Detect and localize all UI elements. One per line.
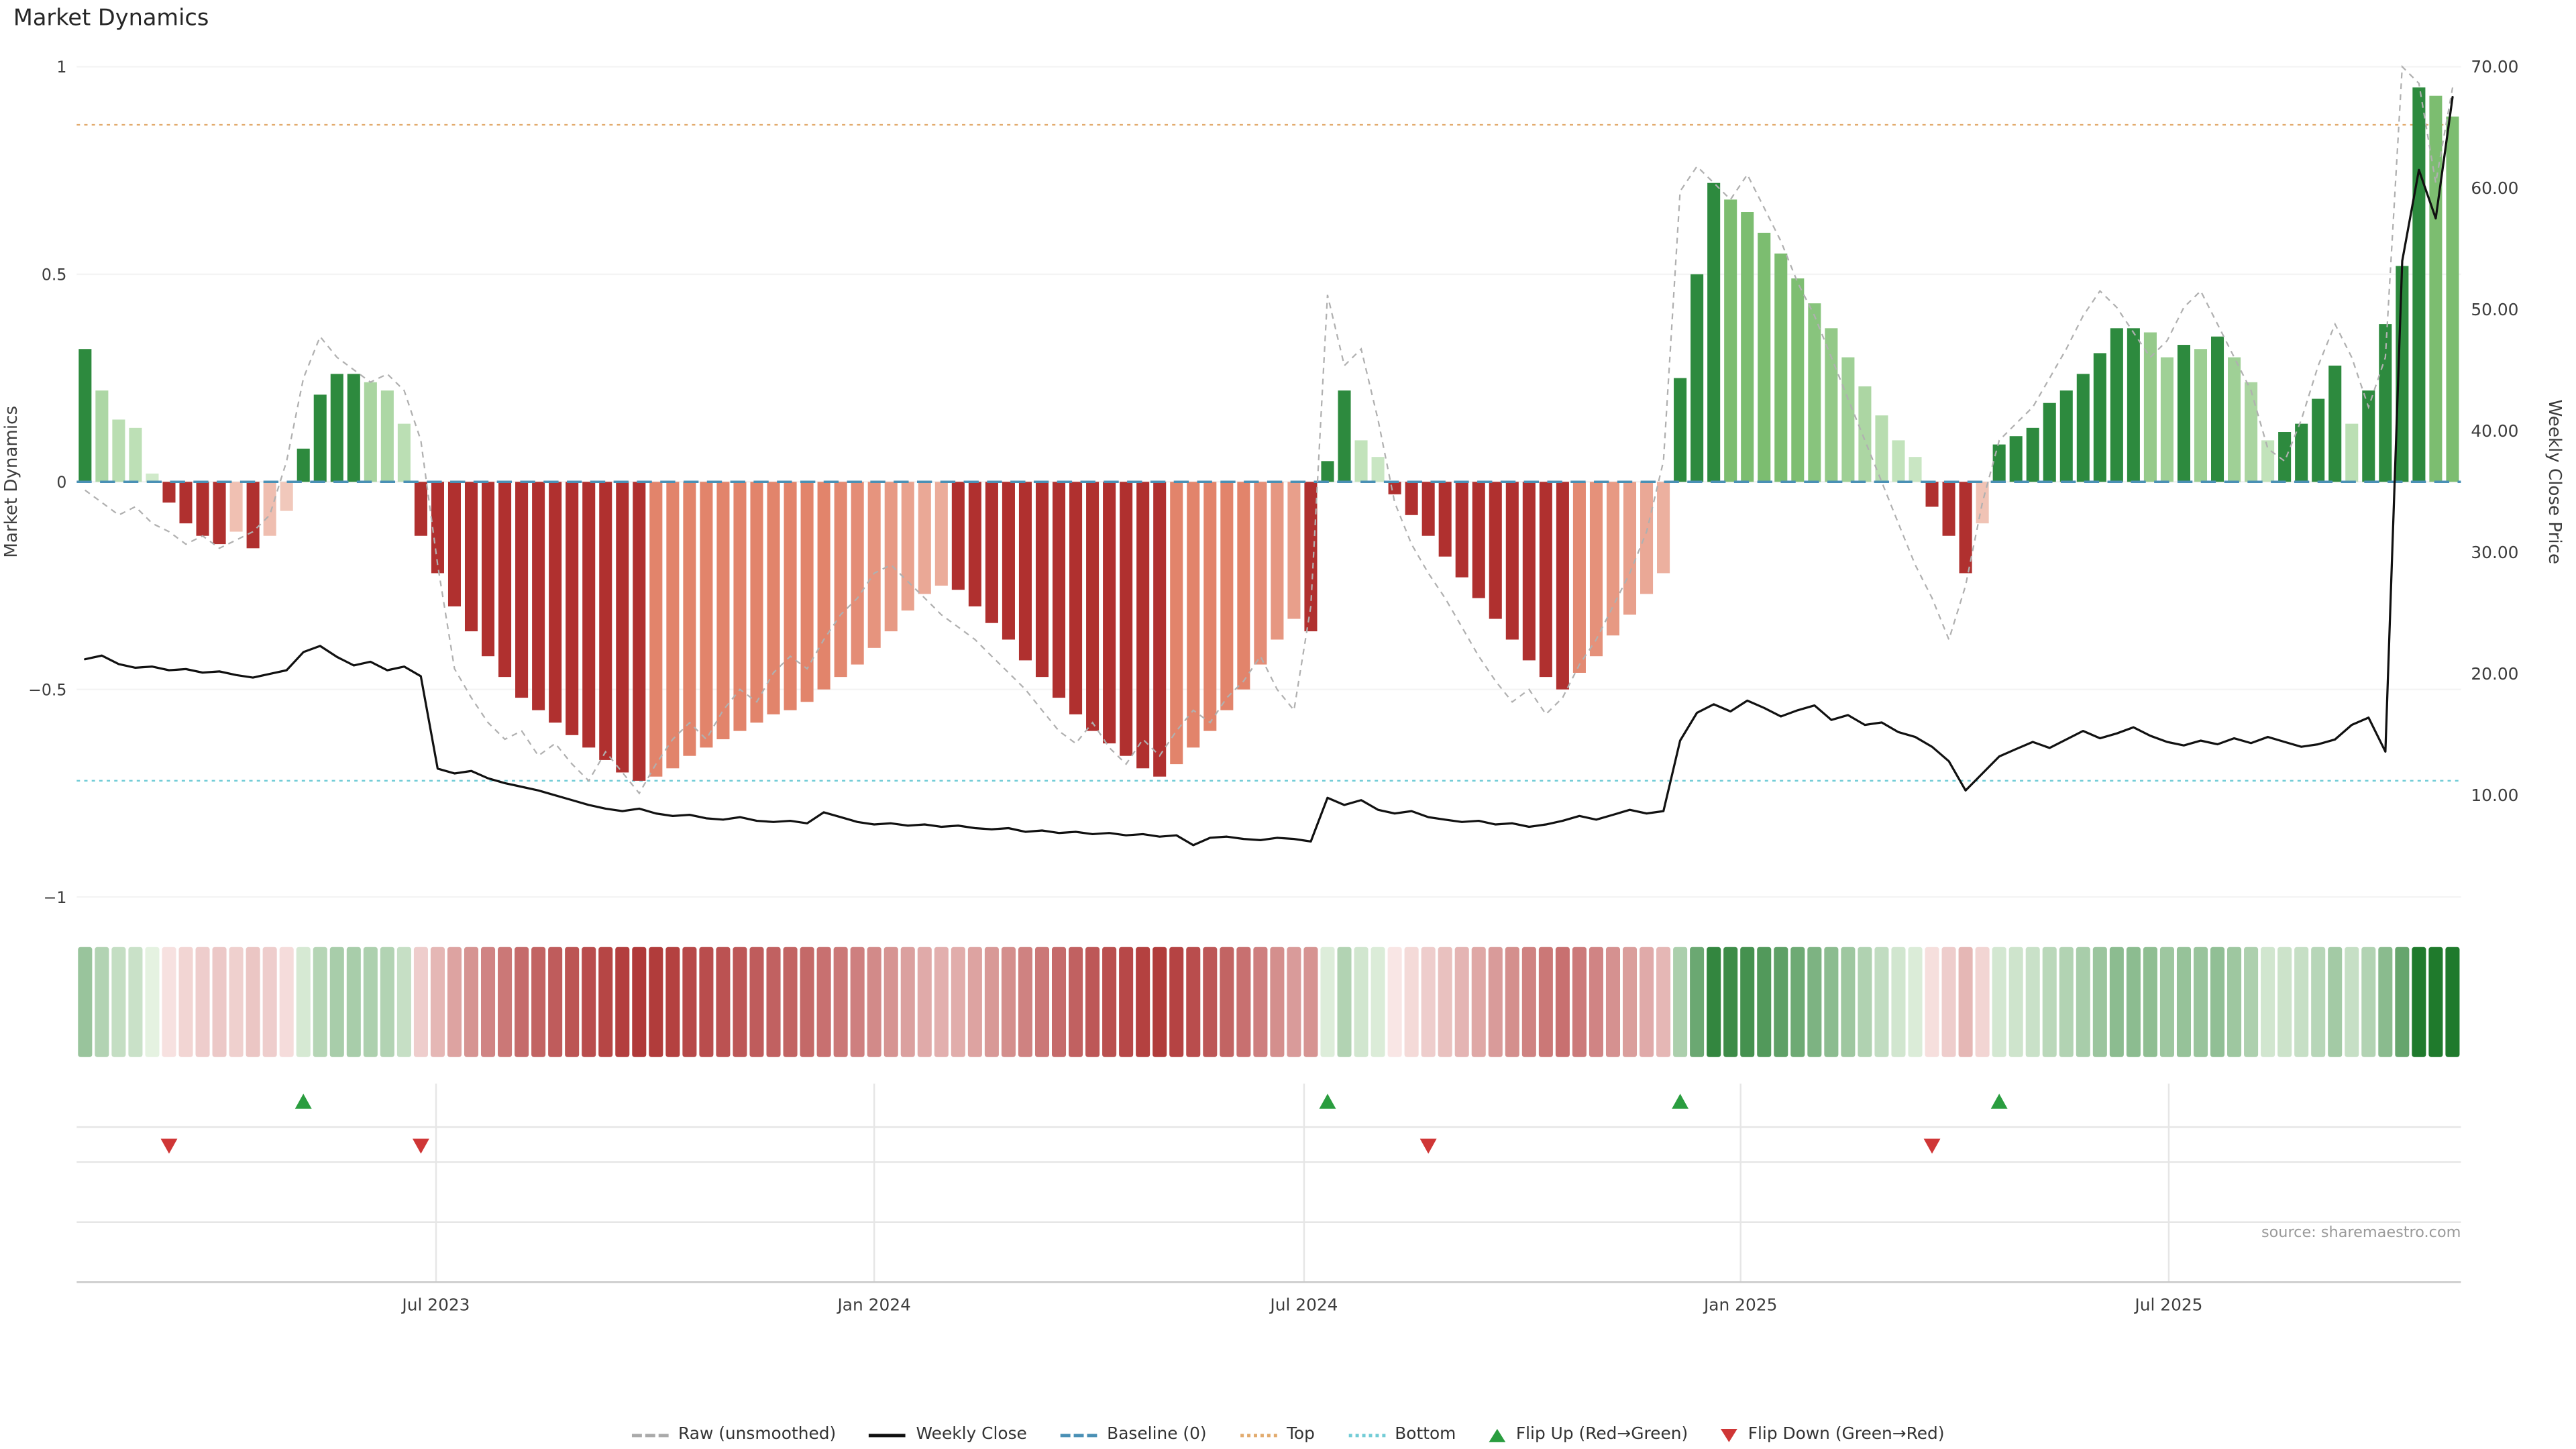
- y-axis-label-left: Market Dynamics: [1, 405, 22, 558]
- legend-label: Baseline (0): [1107, 1426, 1207, 1444]
- dotted-line-swatch-icon: [1348, 1433, 1385, 1437]
- solid-line-swatch-icon: [869, 1433, 906, 1437]
- svg-text:Jul 2024: Jul 2024: [1269, 1295, 1338, 1315]
- legend-label: Bottom: [1395, 1426, 1456, 1444]
- svg-text:50.00: 50.00: [2471, 300, 2518, 319]
- legend-item-flip-down: Flip Down (Green→Red): [1721, 1426, 1945, 1444]
- legend-item-baseline: Baseline (0): [1060, 1426, 1207, 1444]
- y-axis-label-right: Weekly Close Price: [2544, 399, 2565, 565]
- svg-text:10.00: 10.00: [2471, 786, 2518, 805]
- svg-text:60.00: 60.00: [2471, 178, 2518, 198]
- legend-label: Weekly Close: [916, 1426, 1027, 1444]
- svg-text:0: 0: [56, 473, 66, 492]
- svg-text:−1: −1: [44, 888, 67, 907]
- svg-text:70.00: 70.00: [2471, 57, 2518, 76]
- svg-text:Jul 2023: Jul 2023: [400, 1295, 470, 1315]
- svg-text:Jan 2024: Jan 2024: [836, 1295, 910, 1315]
- svg-text:1: 1: [56, 58, 66, 76]
- legend-item-flip-up: Flip Up (Red→Green): [1489, 1426, 1688, 1444]
- legend-label: Top: [1286, 1426, 1315, 1444]
- raw-line-swatch-icon: [631, 1433, 669, 1437]
- legend-item-bottom: Bottom: [1348, 1426, 1456, 1444]
- source-caption: source: sharemaestro.com: [2261, 1225, 2461, 1242]
- dotted-line-swatch-icon: [1240, 1433, 1277, 1437]
- legend-label: Flip Down (Green→Red): [1748, 1426, 1945, 1444]
- triangle-up-icon: [1489, 1428, 1506, 1442]
- legend-item-raw: Raw (unsmoothed): [631, 1426, 836, 1444]
- triangle-down-icon: [1721, 1428, 1738, 1442]
- dashed-line-swatch-icon: [1060, 1433, 1097, 1437]
- legend-label: Flip Up (Red→Green): [1515, 1426, 1688, 1444]
- page-title: Market Dynamics: [13, 5, 209, 32]
- svg-text:Jan 2025: Jan 2025: [1703, 1295, 1777, 1315]
- legend-item-top: Top: [1240, 1426, 1315, 1444]
- svg-text:−0.5: −0.5: [28, 680, 66, 699]
- svg-text:Jul 2025: Jul 2025: [2133, 1295, 2202, 1315]
- svg-text:40.00: 40.00: [2471, 421, 2518, 441]
- legend-label: Raw (unsmoothed): [678, 1426, 837, 1444]
- legend-item-weekly-close: Weekly Close: [869, 1426, 1027, 1444]
- legend: Raw (unsmoothed) Weekly Close Baseline (…: [0, 1426, 2576, 1444]
- svg-text:30.00: 30.00: [2471, 543, 2518, 562]
- svg-text:20.00: 20.00: [2471, 664, 2518, 684]
- svg-text:0.5: 0.5: [42, 266, 67, 284]
